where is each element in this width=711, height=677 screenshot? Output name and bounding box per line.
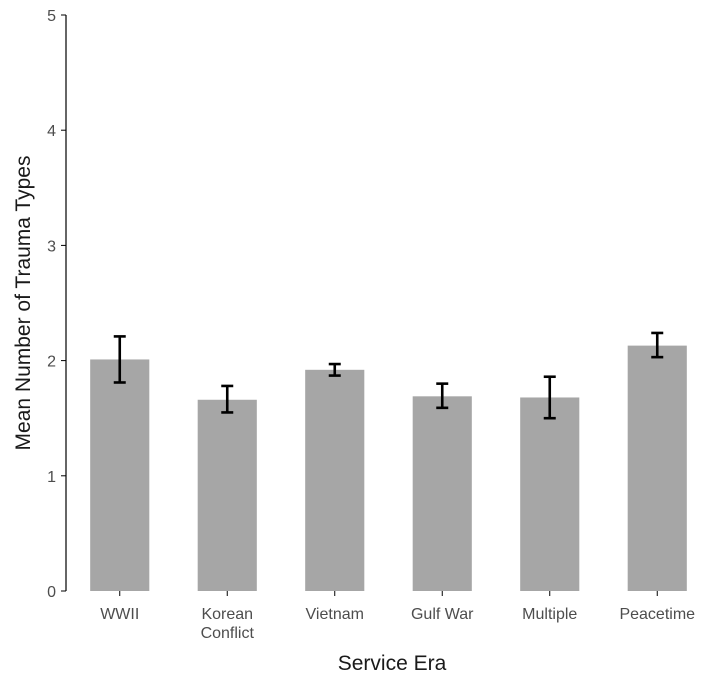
error-bar bbox=[328, 362, 341, 377]
bar bbox=[520, 397, 580, 591]
error-bar bbox=[651, 331, 664, 359]
error-bars bbox=[113, 331, 664, 420]
x-tick-label-line: Peacetime bbox=[619, 606, 695, 623]
x-tick-label-line: Korean bbox=[201, 606, 253, 623]
bar bbox=[90, 359, 150, 591]
x-axis-title: Service Era bbox=[338, 652, 447, 675]
error-bar bbox=[543, 375, 556, 420]
y-tick-label: 2 bbox=[47, 354, 56, 371]
x-tick-label: Gulf War bbox=[411, 606, 474, 623]
x-tick-label-line: Gulf War bbox=[411, 606, 474, 623]
x-tick-label: Multiple bbox=[522, 606, 577, 623]
bar bbox=[305, 369, 365, 591]
error-bar bbox=[436, 382, 449, 410]
y-tick-label: 1 bbox=[47, 469, 56, 486]
y-tick-label: 4 bbox=[47, 123, 56, 140]
x-tick-label: Korean Conflict bbox=[201, 606, 255, 642]
error-bar bbox=[221, 384, 234, 414]
x-tick-label-line: Vietnam bbox=[306, 606, 364, 623]
y-tick-label: 5 bbox=[47, 8, 56, 25]
x-tick-label-line: Conflict bbox=[201, 625, 255, 642]
bar bbox=[627, 345, 687, 591]
y-axis-title: Mean Number of Trauma Types bbox=[12, 156, 35, 451]
x-tick-label: Vietnam bbox=[306, 606, 364, 623]
x-tick-label-line: Multiple bbox=[522, 606, 577, 623]
bar bbox=[197, 399, 257, 591]
y-tick-label: 3 bbox=[47, 238, 56, 255]
y-axis-ticks: 0 1 2 3 4 5 bbox=[47, 8, 66, 601]
y-tick-label: 0 bbox=[47, 584, 56, 601]
x-tick-label: WWII bbox=[100, 606, 139, 623]
x-tick-label: Peacetime bbox=[619, 606, 695, 623]
bars bbox=[90, 345, 687, 591]
bar bbox=[412, 396, 472, 591]
x-tick-label-line: WWII bbox=[100, 606, 139, 623]
error-bar bbox=[113, 335, 126, 384]
x-axis-labels: WWII Korean Conflict Vietnam Gulf War Multipl… bbox=[100, 591, 695, 642]
